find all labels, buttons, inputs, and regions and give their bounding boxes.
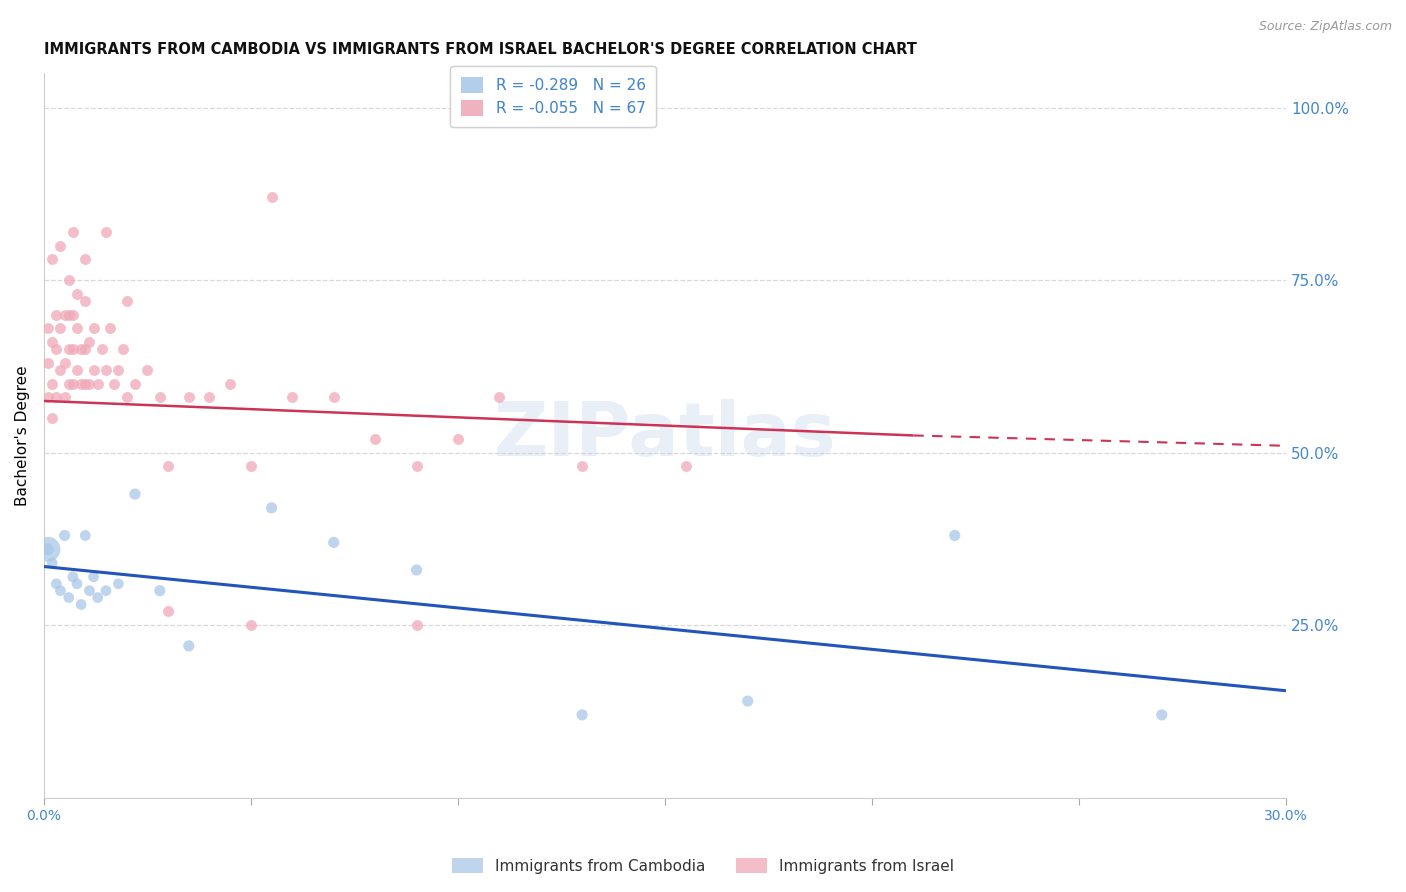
Point xyxy=(41,411,63,425)
Point xyxy=(405,563,427,577)
Point xyxy=(571,459,593,474)
Legend: Immigrants from Cambodia, Immigrants from Israel: Immigrants from Cambodia, Immigrants fro… xyxy=(446,852,960,880)
Point xyxy=(41,376,63,391)
Point xyxy=(37,542,59,557)
Point xyxy=(53,356,76,370)
Point xyxy=(75,293,97,308)
Point xyxy=(83,570,105,584)
Point xyxy=(49,238,72,252)
Point xyxy=(737,694,759,708)
Point xyxy=(115,293,138,308)
Point xyxy=(239,459,262,474)
Point xyxy=(37,391,59,405)
Point xyxy=(58,342,80,356)
Point xyxy=(675,459,697,474)
Point xyxy=(79,335,101,350)
Point xyxy=(66,321,89,335)
Point xyxy=(75,376,97,391)
Point xyxy=(94,583,117,598)
Point xyxy=(405,459,427,474)
Point xyxy=(177,639,200,653)
Point xyxy=(58,273,80,287)
Point xyxy=(66,576,89,591)
Point xyxy=(149,391,172,405)
Point xyxy=(66,287,89,301)
Point xyxy=(149,583,172,598)
Point xyxy=(239,618,262,632)
Point xyxy=(405,618,427,632)
Point xyxy=(322,535,344,549)
Text: Source: ZipAtlas.com: Source: ZipAtlas.com xyxy=(1258,20,1392,33)
Point xyxy=(37,321,59,335)
Point xyxy=(70,342,93,356)
Point xyxy=(75,252,97,267)
Legend: R = -0.289   N = 26, R = -0.055   N = 67: R = -0.289 N = 26, R = -0.055 N = 67 xyxy=(450,66,657,127)
Point xyxy=(219,376,242,391)
Point xyxy=(447,432,470,446)
Point xyxy=(37,356,59,370)
Point xyxy=(943,528,966,542)
Point xyxy=(90,342,112,356)
Point xyxy=(58,376,80,391)
Point xyxy=(62,308,84,322)
Text: ZIPatlas: ZIPatlas xyxy=(494,399,837,472)
Point xyxy=(157,604,180,618)
Point xyxy=(58,308,80,322)
Point xyxy=(571,707,593,722)
Point xyxy=(41,252,63,267)
Point xyxy=(70,598,93,612)
Point xyxy=(364,432,387,446)
Point xyxy=(260,190,283,204)
Point xyxy=(98,321,121,335)
Point xyxy=(124,487,146,501)
Point xyxy=(115,391,138,405)
Point xyxy=(45,342,67,356)
Point xyxy=(53,528,76,542)
Point xyxy=(37,542,59,557)
Point xyxy=(83,321,105,335)
Point xyxy=(70,376,93,391)
Point xyxy=(107,363,129,377)
Point xyxy=(281,391,304,405)
Point xyxy=(62,570,84,584)
Point xyxy=(62,342,84,356)
Point xyxy=(58,591,80,605)
Point xyxy=(45,391,67,405)
Point xyxy=(49,321,72,335)
Point xyxy=(41,556,63,570)
Point xyxy=(83,363,105,377)
Point xyxy=(75,342,97,356)
Point xyxy=(86,591,108,605)
Point xyxy=(488,391,510,405)
Point xyxy=(136,363,159,377)
Point xyxy=(53,391,76,405)
Point xyxy=(198,391,221,405)
Point xyxy=(45,308,67,322)
Point xyxy=(94,225,117,239)
Point xyxy=(111,342,134,356)
Point xyxy=(66,363,89,377)
Text: IMMIGRANTS FROM CAMBODIA VS IMMIGRANTS FROM ISRAEL BACHELOR'S DEGREE CORRELATION: IMMIGRANTS FROM CAMBODIA VS IMMIGRANTS F… xyxy=(44,42,917,57)
Point xyxy=(49,363,72,377)
Point xyxy=(45,576,67,591)
Point xyxy=(41,335,63,350)
Point xyxy=(94,363,117,377)
Point xyxy=(75,528,97,542)
Point xyxy=(62,376,84,391)
Point xyxy=(79,583,101,598)
Point xyxy=(62,225,84,239)
Point xyxy=(53,308,76,322)
Point xyxy=(86,376,108,391)
Point xyxy=(260,500,283,515)
Point xyxy=(1150,707,1173,722)
Point xyxy=(49,583,72,598)
Point xyxy=(107,576,129,591)
Point xyxy=(103,376,125,391)
Point xyxy=(79,376,101,391)
Y-axis label: Bachelor's Degree: Bachelor's Degree xyxy=(15,365,30,506)
Point xyxy=(124,376,146,391)
Point xyxy=(157,459,180,474)
Point xyxy=(177,391,200,405)
Point xyxy=(322,391,344,405)
